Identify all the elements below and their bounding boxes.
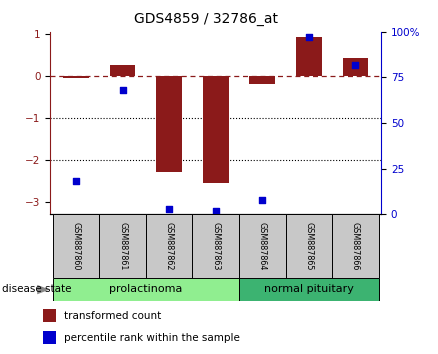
Point — [305, 34, 312, 40]
Text: GSM887863: GSM887863 — [211, 222, 220, 270]
Bar — [99, 214, 146, 278]
Point — [166, 206, 173, 212]
Text: GSM887860: GSM887860 — [71, 222, 81, 270]
Bar — [286, 214, 332, 278]
Bar — [146, 214, 192, 278]
Point — [259, 197, 266, 202]
Text: GSM887866: GSM887866 — [351, 222, 360, 270]
Text: disease state: disease state — [2, 284, 72, 294]
Bar — [239, 278, 379, 301]
Bar — [296, 37, 321, 76]
Text: GSM887864: GSM887864 — [258, 222, 267, 270]
Polygon shape — [37, 285, 49, 294]
Text: transformed count: transformed count — [64, 310, 161, 321]
Text: normal pituitary: normal pituitary — [264, 284, 354, 295]
Bar — [53, 214, 99, 278]
Point — [119, 87, 126, 93]
Bar — [239, 214, 286, 278]
Bar — [203, 76, 229, 183]
Bar — [343, 58, 368, 76]
Bar — [43, 309, 56, 322]
Bar — [53, 278, 239, 301]
Bar — [192, 214, 239, 278]
Text: percentile rank within the sample: percentile rank within the sample — [64, 333, 240, 343]
Bar — [43, 331, 56, 344]
Bar — [332, 214, 379, 278]
Text: GSM887862: GSM887862 — [165, 222, 173, 270]
Bar — [156, 76, 182, 172]
Bar — [63, 76, 89, 78]
Text: GSM887865: GSM887865 — [304, 222, 313, 270]
Text: GSM887861: GSM887861 — [118, 222, 127, 270]
Point — [72, 178, 79, 184]
Point — [212, 208, 219, 213]
Text: prolactinoma: prolactinoma — [109, 284, 183, 295]
Point — [352, 62, 359, 68]
Bar — [250, 76, 275, 84]
Text: GDS4859 / 32786_at: GDS4859 / 32786_at — [134, 12, 278, 27]
Bar — [110, 65, 135, 76]
